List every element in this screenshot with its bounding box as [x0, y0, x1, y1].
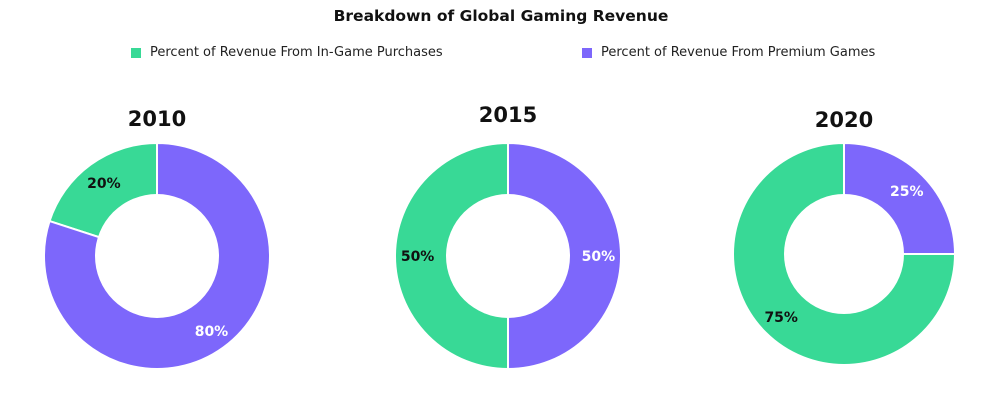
legend-swatch-premium — [582, 47, 592, 58]
data-label-2010-premium: 80% — [195, 324, 229, 340]
data-label-2015-in-game: 50% — [401, 249, 435, 265]
donut-hole-2010 — [95, 194, 219, 318]
data-label-2010-in-game: 20% — [87, 176, 121, 192]
legend-swatch-in-game — [131, 47, 141, 58]
slice-2010-premium — [43, 141, 271, 370]
donut-hole-2015 — [446, 194, 570, 318]
chart-year-2010: 2010 — [128, 107, 186, 131]
legend-label-premium: Percent of Revenue From Premium Games — [601, 45, 876, 60]
data-label-2015-premium: 50% — [582, 249, 616, 265]
legend-label-in-game: Percent of Revenue From In-Game Purchase… — [150, 45, 443, 60]
chart-year-2015: 2015 — [479, 103, 537, 127]
chart-title: Breakdown of Global Gaming Revenue — [333, 7, 669, 25]
donut-hole-2020 — [784, 194, 904, 314]
data-label-2020-premium: 25% — [890, 184, 924, 200]
data-label-2020-in-game: 75% — [764, 310, 798, 326]
legend-item-in-game: Percent of Revenue From In-Game Purchase… — [131, 45, 443, 60]
legend-item-premium: Percent of Revenue From Premium Games — [582, 45, 875, 60]
chart-year-2020: 2020 — [815, 108, 873, 132]
